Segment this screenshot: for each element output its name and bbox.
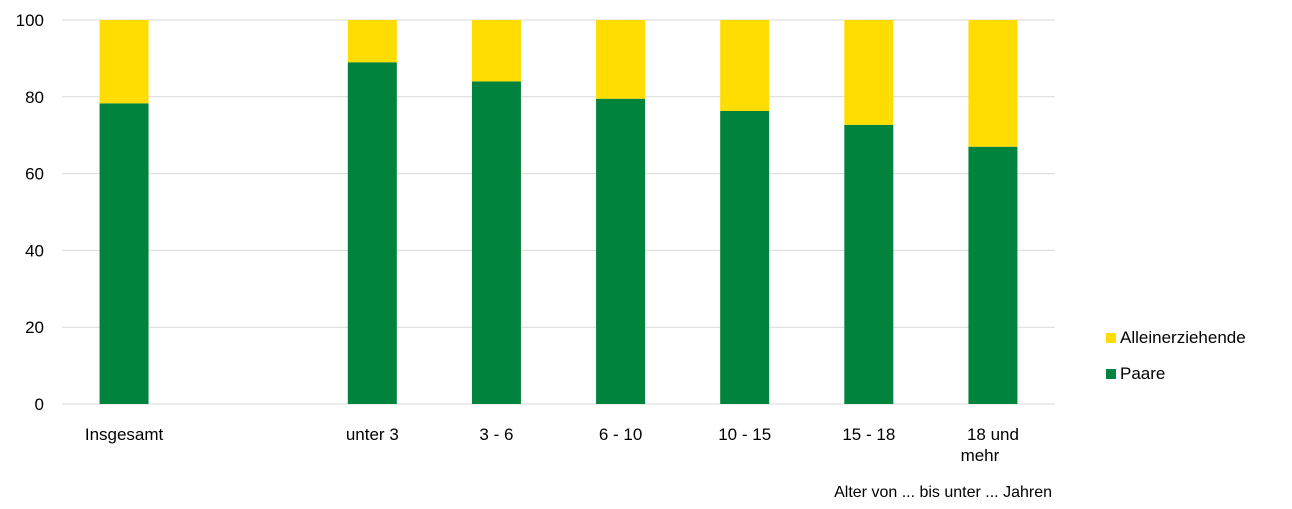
x-tick-label: 3 - 6: [479, 425, 513, 444]
bar-alleinerziehende-3---6: [471, 20, 521, 82]
x-tick-label-line: unter 3: [346, 425, 399, 444]
bar-alleinerziehende-10---15: [720, 20, 770, 112]
bar-paare-15---18: [844, 124, 894, 404]
y-tick-label: 100: [16, 11, 44, 30]
bar-alleinerziehende-insgesamt: [99, 20, 149, 104]
legend-label-paare: Paare: [1120, 364, 1166, 383]
bar-paare-18-und-mehr: [968, 146, 1018, 404]
x-tick-label: 10 - 15: [718, 425, 771, 444]
bar-alleinerziehende-15---18: [844, 20, 894, 125]
y-tick-label: 40: [25, 241, 44, 260]
x-tick-label-line: 18 und: [967, 425, 1019, 444]
legend-item-paare: Paare: [1106, 362, 1246, 386]
legend-swatch-alleinerziehende: [1106, 333, 1116, 343]
y-tick-label: 20: [25, 318, 44, 337]
gridlines: [62, 19, 1055, 405]
bar-alleinerziehende-6---10: [596, 20, 646, 99]
x-tick-label-line: 3 - 6: [479, 425, 513, 444]
bar-paare-6---10: [596, 98, 646, 404]
y-tick-label: 60: [25, 165, 44, 184]
legend-swatch-paare: [1106, 369, 1116, 379]
y-tick-label: 0: [35, 395, 44, 414]
y-axis-ticks: 0 20 40 60 80 100: [16, 11, 44, 414]
legend-label-alleinerziehende: Alleinerziehende: [1120, 328, 1246, 347]
x-tick-label: 6 - 10: [599, 425, 642, 444]
bar-alleinerziehende-18-und-mehr: [968, 20, 1018, 147]
x-tick-label: unter 3: [346, 425, 399, 444]
x-tick-label-line: mehr: [961, 446, 1000, 465]
bar-paare-3---6: [471, 81, 521, 404]
bar-paare-unter-3: [347, 62, 397, 405]
x-tick-label: Insgesamt: [85, 425, 164, 444]
x-tick-label: 15 - 18: [842, 425, 895, 444]
x-tick-label-line: 6 - 10: [599, 425, 642, 444]
x-tick-label-line: Insgesamt: [85, 425, 164, 444]
x-axis-title: Alter von ... bis unter ... Jahren: [834, 484, 1052, 501]
x-tick-label-line: 10 - 15: [718, 425, 771, 444]
bar-paare-insgesamt: [99, 103, 149, 404]
x-tick-label-line: 15 - 18: [842, 425, 895, 444]
bar-alleinerziehende-unter-3: [347, 20, 397, 63]
x-axis-ticks: Insgesamt unter 3 3 - 6 6 - 10 10 - 15 15 - 1…: [85, 425, 1019, 465]
bar-paare-10---15: [720, 111, 770, 405]
stacked-bar-chart: 0 20 40 60 80 100 Insgesamt unter 3 3 - 6 6 - 10…: [16, 11, 1055, 465]
bars: [99, 20, 1018, 405]
x-tick-label: 18 und mehr: [961, 425, 1019, 465]
y-tick-label: 80: [25, 88, 44, 107]
legend: Alleinerziehende Paare: [1106, 326, 1246, 398]
legend-item-alleinerziehende: Alleinerziehende: [1106, 326, 1246, 350]
